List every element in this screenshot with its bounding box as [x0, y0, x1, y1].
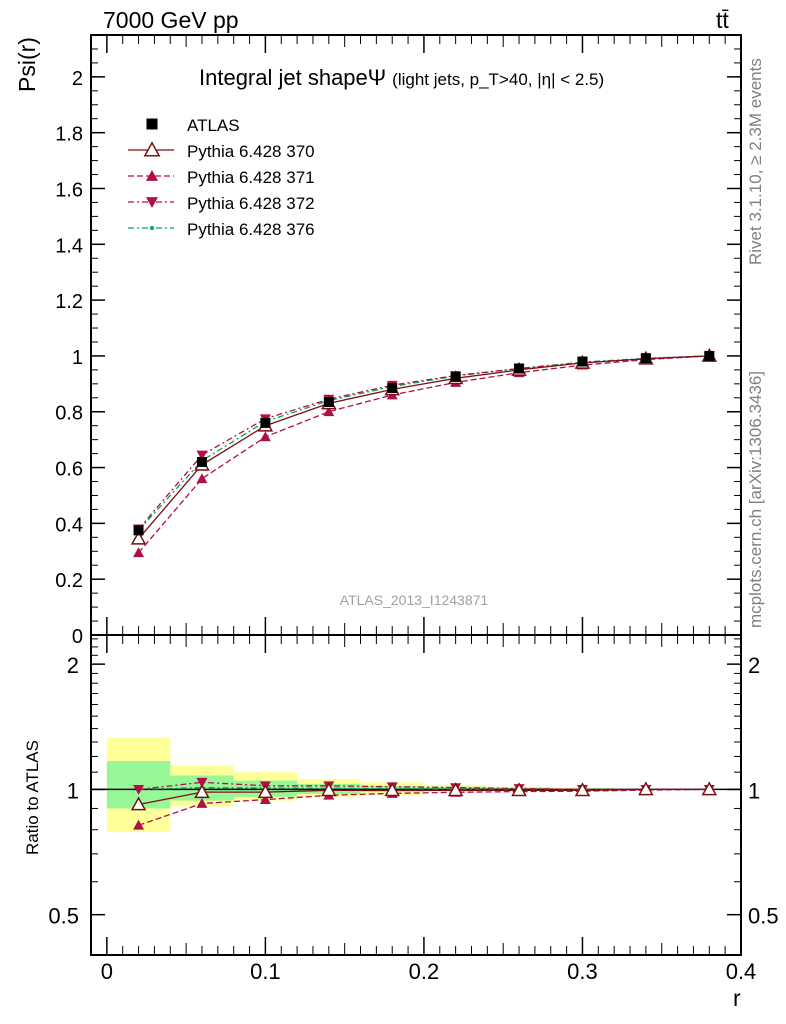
energy-label: 7000 GeV pp	[103, 7, 239, 33]
chart-title: Integral jet shapeΨ (light jets, p_T>40, …	[199, 65, 604, 90]
data-point	[514, 363, 525, 374]
ratio-y-tick-label: 2	[67, 653, 79, 678]
ratio-data-point	[574, 782, 591, 797]
ratio-frame	[90, 634, 742, 956]
y-tick-label: 1.2	[55, 291, 83, 313]
y-tick-label: 0.2	[55, 570, 83, 592]
ratio-y-tick-label-right: 1	[748, 778, 760, 803]
ratio-series-line	[138, 788, 710, 806]
process-label: tt̄	[716, 7, 729, 33]
data-point	[387, 383, 398, 394]
legend: ATLAS Pythia 6.428 370 Pythia 6.428 371 Pyt…	[128, 116, 315, 239]
data-point	[259, 431, 271, 442]
series-line	[138, 355, 710, 554]
x-tick-label: 0.2	[409, 959, 440, 984]
data-point	[196, 456, 207, 467]
legend-item: ATLAS	[146, 116, 240, 135]
ratio-data-point	[321, 782, 337, 797]
data-point	[323, 396, 334, 407]
data-point	[323, 406, 335, 417]
y-tick-label: 1	[72, 347, 83, 369]
watermark: ATLAS_2013_I1243871	[340, 592, 489, 608]
legend-marker	[145, 197, 159, 209]
rivet-label: Rivet 3.1.10, ≥ 2.3M events	[746, 58, 765, 265]
series-line	[138, 355, 710, 540]
ratio-series-line	[138, 786, 710, 791]
ratio-series-line	[138, 788, 710, 826]
ratio-data-point	[638, 781, 654, 796]
main-panel: 0 0.2 0.4 0.6 0.8 1 1.2 1.4 1.6 1.8 2 Psi(r) Integ…	[14, 34, 742, 648]
legend-label: ATLAS	[187, 116, 240, 135]
legend-marker	[146, 118, 158, 130]
legend-marker	[145, 169, 159, 181]
legend-item: Pythia 6.428 370	[128, 141, 315, 161]
mcplots-label: mcplots.cern.ch [arXiv:1306.3436]	[746, 371, 765, 628]
ratio-y-tick-label-right: 2	[748, 653, 760, 678]
x-tick-label: 0.3	[567, 959, 598, 984]
ratio-data-point	[133, 785, 145, 795]
y-tick-label: 0.6	[55, 459, 83, 481]
legend-label: Pythia 6.428 376	[187, 220, 315, 239]
data-point	[196, 450, 208, 461]
ratio-data-point	[384, 782, 400, 797]
legend-item: Pythia 6.428 372	[128, 194, 315, 213]
y-tick-label: 0.4	[55, 514, 83, 536]
legend-label: Pythia 6.428 371	[187, 168, 315, 187]
y-tick-label: 0.8	[55, 403, 83, 425]
data-point	[640, 353, 651, 364]
x-tick-label: 0.1	[250, 959, 281, 984]
x-tick-label: 0.4	[726, 959, 757, 984]
ratio-data-point	[196, 777, 208, 788]
data-point	[133, 547, 145, 558]
ratio-data-point	[701, 781, 718, 796]
ratio-y-tick-label: 1	[67, 778, 79, 803]
ratio-data-point	[511, 782, 527, 797]
y-tick-label: 2	[72, 68, 83, 90]
data-point	[704, 350, 715, 361]
series-line	[138, 355, 710, 531]
legend-marker	[150, 226, 154, 230]
ratio-y-tick-label-right: 0.5	[748, 904, 779, 929]
x-axis-label: r	[733, 985, 741, 1011]
data-point	[577, 356, 588, 367]
main-y-axis-label: Psi(r)	[14, 37, 40, 92]
ratio-data-point	[447, 782, 464, 797]
data-point	[130, 530, 147, 545]
ratio-data-point	[196, 797, 208, 808]
ratio-data-point	[133, 819, 145, 830]
ratio-data-point	[257, 784, 274, 799]
ratio-panel: 0.5 0.51 12 2 Ratio to ATLAS 0 0.1 0.2 0.3 0.4 …	[23, 634, 779, 1011]
data-point	[260, 417, 271, 428]
ratio-y-axis-label: Ratio to ATLAS	[23, 740, 42, 855]
x-tick-label: 0	[101, 959, 113, 984]
data-point	[196, 473, 208, 484]
legend-label: Pythia 6.428 372	[187, 194, 315, 213]
y-tick-label: 1.8	[55, 124, 83, 146]
ratio-data-point	[130, 796, 147, 811]
y-tick-label: 0	[72, 626, 83, 648]
legend-item: Pythia 6.428 371	[128, 168, 315, 187]
legend-label: Pythia 6.428 370	[187, 142, 315, 161]
data-point	[450, 371, 461, 382]
legend-item: Pythia 6.428 376	[128, 220, 315, 239]
ratio-y-tick-label: 0.5	[48, 904, 79, 929]
y-tick-label: 1.4	[55, 235, 83, 257]
ratio-data-point	[194, 784, 210, 799]
legend-marker	[143, 141, 161, 157]
ratio-data-point	[259, 794, 271, 805]
y-tick-label: 1.6	[55, 179, 83, 201]
data-point	[133, 525, 144, 536]
